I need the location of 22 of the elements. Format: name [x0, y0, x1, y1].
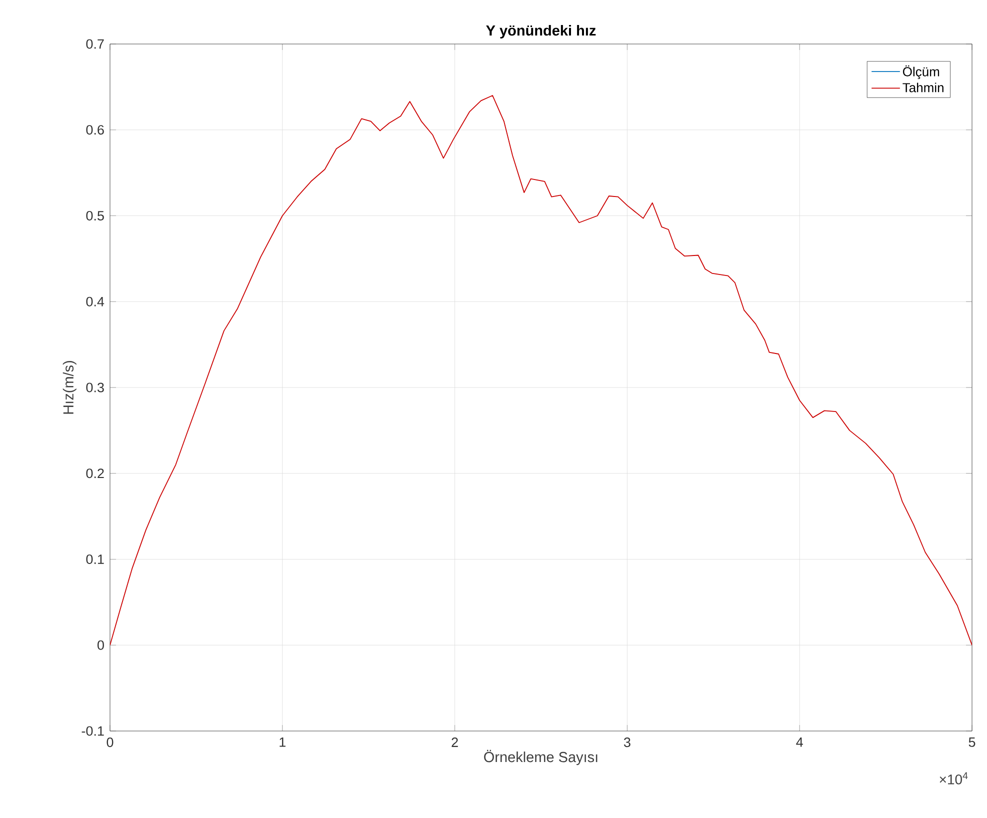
x-tick-label: 2: [452, 738, 458, 747]
y-tick-label: 0.2: [86, 468, 104, 478]
text: ×10$^{4}$: [940, 772, 968, 784]
y-tick-label: 0.4: [86, 296, 104, 306]
legend-label: Tahmin: [902, 82, 944, 92]
y-tick-label: 0: [98, 640, 104, 650]
y-tick-label: 0.6: [86, 125, 104, 135]
x-axis-title: Örnekleme Sayısı: [484, 750, 598, 766]
y-axis-title: Hız(m/s): [62, 361, 76, 414]
x-tick-label: 4: [796, 738, 803, 747]
legend-label: Ölçüm: [902, 65, 940, 79]
x-tick-label: 0: [106, 738, 114, 748]
y-tick-label: 0.5: [86, 210, 104, 221]
x-tick-label: 1: [280, 738, 286, 747]
x-tick-label: 5: [968, 738, 976, 747]
y-tick-label: -0.1: [82, 726, 104, 736]
line-series: [110, 95, 972, 646]
x-tick-label: 3: [624, 738, 630, 748]
chart-title: Y yönündeki hız: [486, 24, 596, 38]
y-tick-label: 0.1: [86, 554, 104, 564]
y-tick-label: 0.7: [86, 39, 104, 49]
y-tick-label: 0.3: [86, 382, 104, 392]
